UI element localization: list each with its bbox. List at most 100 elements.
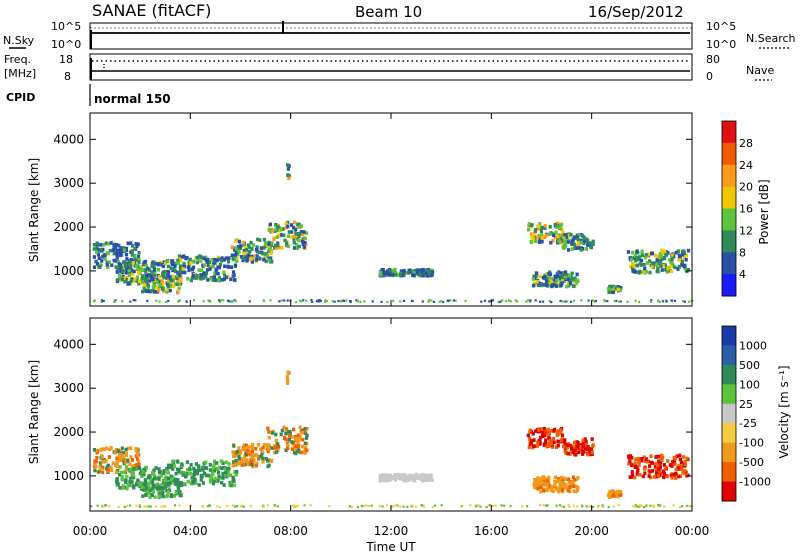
echo-cell [543, 274, 547, 279]
echo-cell [144, 263, 148, 268]
echo-cell [663, 263, 668, 267]
echo-cell [122, 246, 126, 250]
echo-cell [126, 483, 130, 487]
ground-scatter-cell [340, 300, 343, 303]
ground-scatter-cell [234, 505, 237, 508]
echo-cell [677, 464, 681, 468]
ground-scatter-cell [300, 300, 303, 303]
ground-scatter-cell [640, 504, 643, 507]
colorbar-swatch [722, 403, 736, 424]
echo-cell [220, 466, 224, 470]
echo-cell [686, 473, 690, 478]
echo-cell [664, 267, 668, 272]
ground-scatter-cell [682, 300, 685, 303]
echo-cell [535, 279, 539, 284]
echo-cell [303, 446, 308, 450]
echo-cell [583, 439, 587, 443]
echo-cell [188, 467, 192, 472]
echo-cell [276, 224, 280, 229]
echo-cell [148, 495, 152, 500]
echo-cell [301, 444, 305, 449]
echo-cell [124, 460, 128, 465]
echo-cell [278, 245, 282, 250]
nave-tick-high: 80 [706, 53, 720, 66]
echo-cell [547, 431, 551, 435]
echo-cell [169, 266, 173, 270]
echo-cell [561, 230, 565, 235]
echo-cell [657, 467, 661, 471]
echo-cell [630, 463, 634, 468]
echo-cell [292, 220, 297, 225]
echo-cell [674, 476, 678, 480]
echo-cell [563, 233, 567, 237]
ground-scatter-cell [348, 505, 351, 508]
echo-cell [296, 441, 300, 446]
echo-cell [674, 467, 678, 472]
echo-cell [282, 425, 286, 430]
echo-cell [547, 475, 551, 480]
ground-scatter-cell [269, 299, 272, 302]
x-tick-label: 00:00 [73, 524, 108, 538]
echo-cell [264, 457, 268, 461]
echo-cell [286, 167, 290, 171]
echo-cell [560, 433, 565, 438]
echo-cell [298, 435, 302, 439]
echo-cell [114, 470, 118, 474]
ground-scatter-cell [670, 299, 674, 302]
echo-cell [240, 463, 244, 467]
echo-cell [538, 438, 542, 443]
echo-cell [152, 289, 157, 294]
echo-cell [149, 274, 153, 279]
echo-cell [665, 474, 669, 479]
echo-cell [674, 250, 678, 255]
echo-cell [106, 463, 110, 468]
echo-cell [290, 223, 294, 227]
echo-cell [557, 489, 561, 494]
ground-scatter-cell [155, 505, 158, 508]
echo-cell [161, 490, 165, 495]
echo-cell [544, 483, 548, 488]
echo-cell [161, 494, 165, 499]
echo-cell [246, 462, 250, 467]
echo-cell [182, 261, 186, 266]
echo-cell [158, 494, 162, 498]
echo-cell [538, 429, 542, 434]
echo-cell [229, 277, 233, 281]
echo-cell [216, 479, 220, 483]
echo-cell [217, 465, 221, 470]
echo-cell [170, 465, 174, 470]
echo-cell [249, 459, 254, 463]
echo-cell [586, 445, 590, 449]
ground-scatter-cell [385, 504, 388, 507]
echo-cell [217, 474, 221, 479]
echo-cell [130, 253, 134, 257]
echo-cell [202, 271, 206, 276]
echo-cell [403, 478, 407, 483]
echo-cell [251, 442, 255, 447]
echo-cell [254, 453, 259, 457]
echo-cell [191, 480, 196, 485]
ground-scatter-cell [295, 301, 298, 304]
echo-cell [163, 485, 167, 490]
ground-scatter-cell [464, 299, 467, 302]
echo-cell [251, 455, 255, 459]
echo-cell [231, 475, 235, 480]
ground-scatter-cell [242, 505, 245, 508]
echo-cell [550, 484, 554, 489]
echo-cell [128, 462, 132, 466]
echo-cell [155, 280, 159, 285]
echo-cell [272, 237, 276, 241]
ground-scatter-cell [318, 299, 321, 302]
echo-cell [186, 479, 190, 484]
ground-scatter-cell [475, 504, 478, 507]
echo-cell [267, 458, 271, 462]
echo-cell [281, 227, 285, 231]
echo-cell [552, 429, 556, 433]
echo-cell [532, 274, 536, 279]
echo-cell [559, 482, 563, 487]
echo-cell [657, 454, 662, 459]
ground-scatter-cell [546, 504, 549, 507]
echo-cell [266, 443, 270, 447]
echo-cell [132, 464, 136, 468]
